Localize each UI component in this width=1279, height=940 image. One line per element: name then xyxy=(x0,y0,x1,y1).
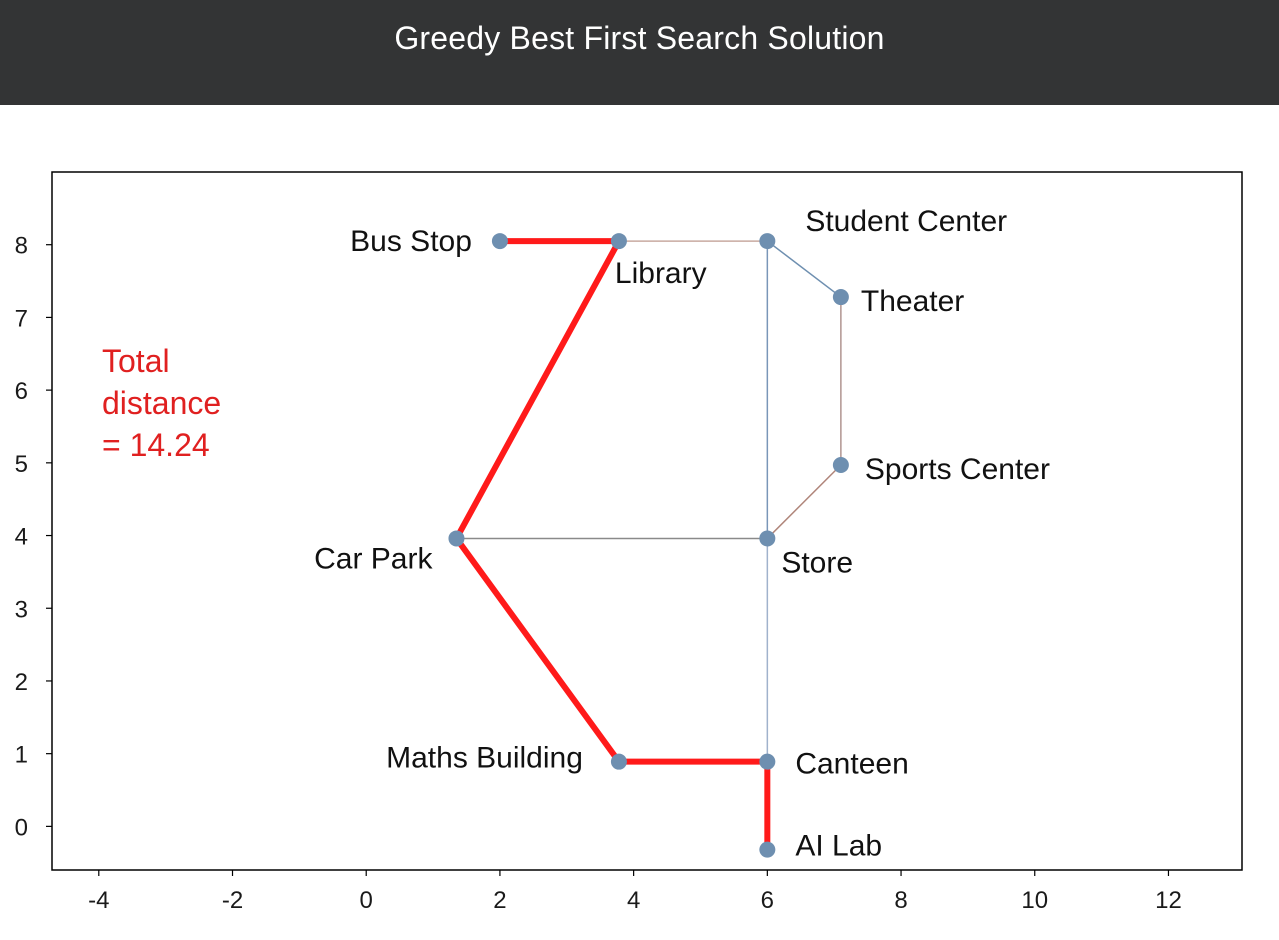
node-student-center xyxy=(759,233,776,250)
node-store xyxy=(759,530,776,547)
y-tick-label: 5 xyxy=(15,451,28,478)
y-tick-label: 2 xyxy=(15,669,28,696)
x-tick-label: -4 xyxy=(88,887,109,914)
node-theater xyxy=(832,289,849,306)
node-label-ai-lab: AI Lab xyxy=(795,830,882,863)
annotation-line-1: Total xyxy=(102,343,170,379)
edge-sports-center-store xyxy=(766,464,842,539)
node-label-canteen: Canteen xyxy=(795,748,908,781)
node-bus-stop xyxy=(491,233,508,250)
x-tick-label: 0 xyxy=(360,887,373,914)
x-tick-label: 6 xyxy=(761,887,774,914)
node-maths-building xyxy=(610,753,627,770)
x-tick-label: 10 xyxy=(1021,887,1048,914)
node-label-store: Store xyxy=(781,546,853,579)
annotation-line-3: = 14.24 xyxy=(102,427,210,463)
path-segment-library-car-park xyxy=(453,238,622,542)
labels-layer: Bus Stop Library Student Center Theater Spor… xyxy=(314,205,1050,863)
nodes-layer xyxy=(448,233,849,858)
x-tick-label: 8 xyxy=(894,887,907,914)
y-tick-label: 3 xyxy=(15,596,28,623)
y-tick-label: 0 xyxy=(15,814,28,841)
path-segment-car-park-maths-building xyxy=(453,535,622,765)
x-tick-label: 4 xyxy=(627,887,640,914)
node-label-library: Library xyxy=(615,257,707,290)
node-label-maths-building: Maths Building xyxy=(386,742,583,775)
edge-student-center-theater xyxy=(766,240,842,298)
y-tick-label: 1 xyxy=(15,742,28,769)
x-tick-label: -2 xyxy=(222,887,243,914)
node-label-theater: Theater xyxy=(861,285,964,318)
title-banner: Greedy Best First Search Solution xyxy=(0,0,1279,105)
node-canteen xyxy=(759,753,776,770)
node-ai-lab xyxy=(759,841,776,858)
node-label-student-center: Student Center xyxy=(805,205,1007,238)
node-label-car-park: Car Park xyxy=(314,542,433,575)
plot-frame xyxy=(51,171,1243,871)
annotation-layer: Total distance = 14.24 xyxy=(102,343,221,463)
edges-layer xyxy=(456,240,842,762)
y-tick-label: 4 xyxy=(15,524,28,551)
y-tick-label: 7 xyxy=(15,305,28,332)
x-tick-label: 12 xyxy=(1155,887,1182,914)
y-tick-label: 8 xyxy=(15,233,28,260)
chart-title: Greedy Best First Search Solution xyxy=(394,20,885,56)
path-layer xyxy=(453,238,771,853)
node-sports-center xyxy=(832,457,849,474)
node-label-bus-stop: Bus Stop xyxy=(350,225,472,258)
node-label-sports-center: Sports Center xyxy=(865,453,1050,486)
node-car-park xyxy=(448,530,465,547)
annotation-line-2: distance xyxy=(102,385,221,421)
x-tick-label: 2 xyxy=(493,887,506,914)
y-tick-label: 6 xyxy=(15,378,28,405)
node-library xyxy=(610,233,627,250)
